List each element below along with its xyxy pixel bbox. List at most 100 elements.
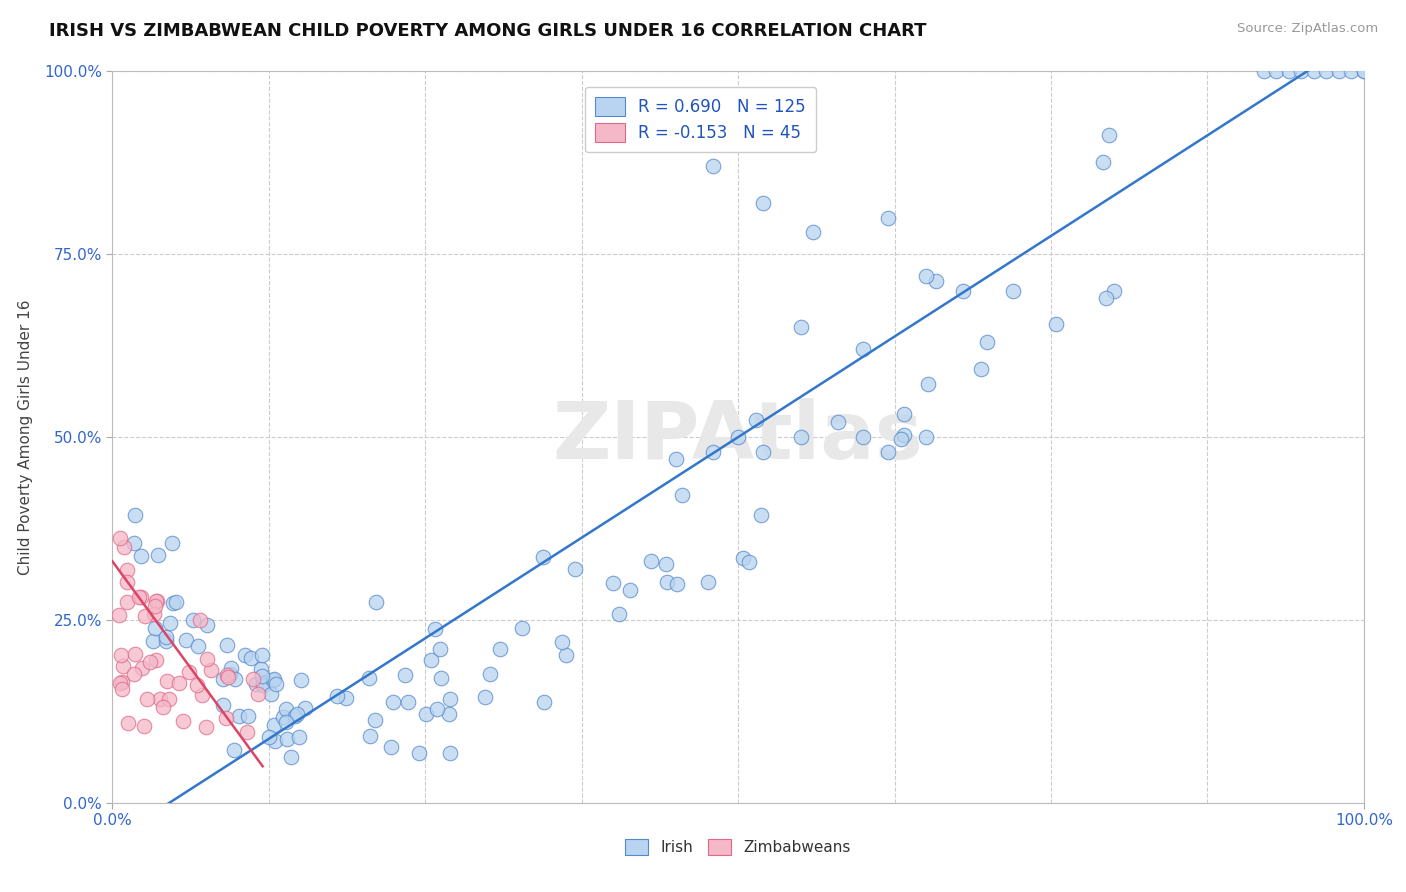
Point xyxy=(157,691,180,706)
Point xyxy=(219,667,242,681)
Point xyxy=(131,590,153,604)
Point xyxy=(893,428,915,442)
Point xyxy=(186,678,208,692)
Point xyxy=(893,408,915,422)
Point xyxy=(607,607,630,621)
Point xyxy=(191,688,214,702)
Text: IRISH VS ZIMBABWEAN CHILD POVERTY AMONG GIRLS UNDER 16 CORRELATION CHART: IRISH VS ZIMBABWEAN CHILD POVERTY AMONG … xyxy=(49,22,927,40)
Point xyxy=(262,673,284,688)
Point xyxy=(239,651,262,665)
Point xyxy=(115,595,138,609)
Point xyxy=(160,536,183,550)
Point xyxy=(115,574,138,589)
Point xyxy=(917,376,939,391)
Point xyxy=(702,444,724,458)
Point xyxy=(259,730,281,744)
Point xyxy=(252,677,274,691)
Point xyxy=(852,430,875,444)
Point xyxy=(128,590,150,604)
Point xyxy=(146,594,169,608)
Point xyxy=(801,225,824,239)
Point xyxy=(488,642,510,657)
Point xyxy=(276,732,298,747)
Point xyxy=(117,715,139,730)
Point xyxy=(952,284,974,298)
Point xyxy=(263,718,285,732)
Point xyxy=(671,488,693,502)
Point xyxy=(250,669,273,683)
Point xyxy=(108,607,131,622)
Point xyxy=(335,691,357,706)
Point xyxy=(752,444,775,458)
Point xyxy=(187,639,209,653)
Point xyxy=(165,595,187,609)
Point xyxy=(284,709,307,723)
Point xyxy=(217,668,239,682)
Point xyxy=(364,713,387,727)
Point xyxy=(250,648,273,662)
Point xyxy=(142,633,165,648)
Point xyxy=(159,616,181,631)
Point xyxy=(790,430,813,444)
Point xyxy=(195,618,218,632)
Point xyxy=(976,335,998,350)
Point xyxy=(1302,64,1324,78)
Point xyxy=(212,673,235,687)
Point xyxy=(181,613,204,627)
Point xyxy=(640,554,662,568)
Point xyxy=(152,700,174,714)
Point xyxy=(550,634,572,648)
Point xyxy=(264,677,287,691)
Point xyxy=(437,706,460,721)
Point xyxy=(264,734,287,748)
Point xyxy=(110,531,132,545)
Point xyxy=(1102,284,1125,298)
Point xyxy=(415,706,437,721)
Point xyxy=(364,594,387,608)
Point xyxy=(271,710,294,724)
Point xyxy=(564,562,586,576)
Point xyxy=(195,652,218,666)
Point xyxy=(408,746,430,760)
Point xyxy=(111,675,134,690)
Point xyxy=(146,549,169,563)
Point xyxy=(478,667,501,681)
Point xyxy=(429,642,451,657)
Point xyxy=(752,196,775,211)
Point xyxy=(274,702,297,716)
Legend: Irish, Zimbabweans: Irish, Zimbabweans xyxy=(619,833,858,861)
Point xyxy=(200,663,222,677)
Point xyxy=(852,343,875,357)
Point xyxy=(247,687,270,701)
Point xyxy=(1095,291,1118,305)
Point xyxy=(512,621,534,635)
Text: Source: ZipAtlas.com: Source: ZipAtlas.com xyxy=(1237,22,1378,36)
Point xyxy=(162,596,184,610)
Point xyxy=(664,452,686,467)
Point xyxy=(111,659,134,673)
Point xyxy=(224,743,246,757)
Point xyxy=(738,555,761,569)
Point xyxy=(288,730,311,744)
Point xyxy=(426,702,449,716)
Point xyxy=(655,557,678,571)
Point xyxy=(827,416,849,430)
Point xyxy=(236,725,259,739)
Point xyxy=(1098,128,1121,142)
Point xyxy=(115,563,138,577)
Point xyxy=(359,729,381,743)
Point xyxy=(1315,64,1337,78)
Point xyxy=(174,633,197,648)
Point xyxy=(429,671,451,685)
Point xyxy=(260,687,283,701)
Point xyxy=(188,613,211,627)
Point xyxy=(1340,64,1362,78)
Point xyxy=(745,413,768,427)
Point xyxy=(145,653,167,667)
Point xyxy=(155,630,177,644)
Point xyxy=(129,549,152,563)
Point xyxy=(194,720,217,734)
Point xyxy=(143,599,166,613)
Point xyxy=(439,692,461,706)
Point xyxy=(1091,155,1114,169)
